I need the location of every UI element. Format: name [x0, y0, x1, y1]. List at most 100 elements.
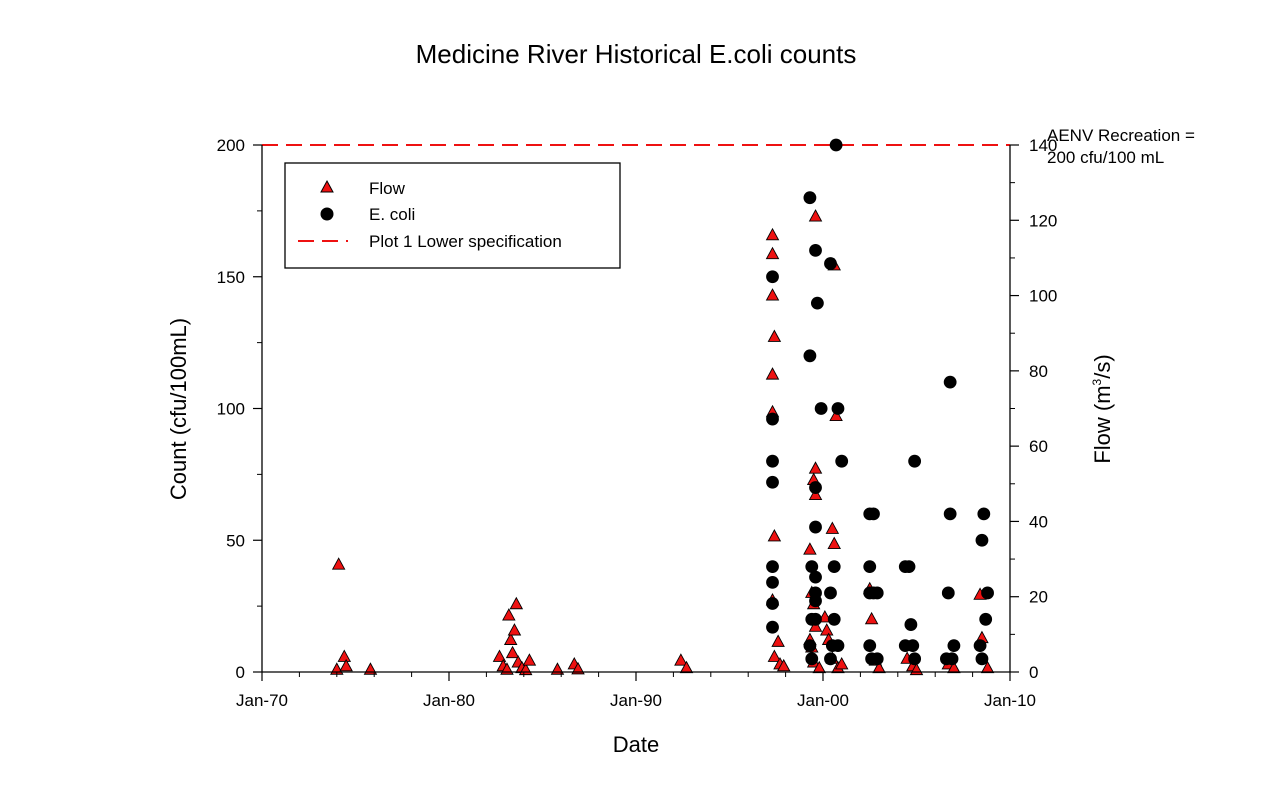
flow-point — [337, 649, 352, 662]
y2-tick-label: 80 — [1029, 362, 1048, 381]
flow-point — [571, 661, 585, 675]
x-axis-ticks: Jan-70 Jan-80 Jan-90 Jan-00 Jan-10 — [236, 672, 1036, 710]
y-tick-label: 50 — [226, 531, 245, 550]
y2-tick-label: 60 — [1029, 437, 1048, 456]
legend-flow-marker — [320, 179, 334, 193]
plot-area — [262, 138, 1010, 676]
y-axis-right-ticks: 0 20 40 60 80 100 120 140 — [1010, 136, 1057, 682]
legend: Flow E. coli Plot 1 Lower specification — [284, 162, 621, 269]
ecoli-point — [809, 594, 822, 608]
flow-point — [771, 634, 785, 647]
ecoli-point — [945, 652, 959, 666]
flow-point — [767, 649, 782, 662]
ecoli-point — [908, 652, 922, 666]
ecoli-point — [906, 639, 920, 653]
ecoli-point — [831, 402, 845, 415]
x-tick-label: Jan-00 — [797, 691, 849, 710]
ecoli-point — [805, 652, 819, 666]
flow-point — [492, 649, 507, 662]
flow-point — [834, 657, 849, 670]
y2-tick-label: 20 — [1029, 588, 1048, 607]
flow-point — [507, 623, 522, 636]
flow-point — [776, 658, 791, 672]
ecoli-point — [981, 586, 994, 600]
ecoli-point — [827, 612, 841, 626]
ecoli-point — [829, 138, 843, 152]
flow-point — [812, 660, 827, 674]
ecoli-point — [902, 560, 916, 573]
ecoli-point — [809, 520, 822, 534]
flow-point — [765, 367, 780, 380]
annotation-line-2: 200 cfu/100 mL — [1047, 148, 1164, 167]
ecoli-point — [867, 507, 880, 521]
y2-tick-label: 100 — [1029, 287, 1057, 306]
ecoli-point — [908, 454, 922, 468]
ecoli-point — [809, 612, 822, 626]
y-tick-label: 200 — [217, 136, 245, 155]
ecoli-point — [863, 560, 877, 573]
flow-point — [765, 246, 780, 260]
legend-ecoli-label: E. coli — [369, 205, 415, 224]
ecoli-point — [941, 586, 955, 600]
ecoli-point — [809, 243, 822, 257]
flow-point — [522, 653, 537, 666]
legend-flow-label: Flow — [369, 179, 406, 198]
y2-axis-label-end: /s) — [1090, 354, 1115, 378]
legend-box — [284, 162, 621, 269]
flow-point — [947, 660, 961, 674]
x-axis-label: Date — [613, 732, 659, 757]
annotation-line-1: AENV Recreation = — [1047, 126, 1195, 145]
flow-point — [808, 209, 823, 222]
y-tick-label: 0 — [236, 663, 245, 682]
ecoli-point — [824, 586, 837, 600]
flow-point — [808, 461, 823, 474]
flow-point — [803, 542, 817, 555]
flow-point — [505, 645, 520, 659]
ecoli-point — [766, 620, 779, 634]
flow-point — [872, 660, 886, 674]
y2-tick-label: 0 — [1029, 663, 1038, 682]
x-tick-label: Jan-10 — [984, 691, 1036, 710]
ecoli-point — [766, 475, 779, 489]
flow-point — [509, 596, 524, 610]
ecoli-point — [870, 586, 884, 600]
y-tick-label: 100 — [217, 400, 245, 419]
flow-point — [767, 329, 782, 342]
ecoli-point — [870, 652, 884, 666]
ecoli-point — [803, 191, 817, 205]
ecoli-point — [766, 412, 779, 426]
ecoli-point — [766, 560, 779, 573]
flow-point — [825, 521, 840, 534]
ecoli-point — [975, 652, 989, 666]
ecoli-point — [766, 270, 779, 284]
ecoli-point — [835, 454, 849, 468]
flow-point — [339, 658, 353, 672]
y2-axis-label-sup: 3 — [1090, 378, 1104, 385]
y2-axis-label-main: Flow (m — [1090, 385, 1115, 463]
chart-title: Medicine River Historical E.coli counts — [416, 39, 857, 69]
ecoli-point — [803, 349, 817, 363]
ecoli-point — [824, 257, 837, 270]
x-tick-label: Jan-70 — [236, 691, 288, 710]
y2-tick-label: 40 — [1029, 512, 1048, 531]
flow-point — [808, 487, 823, 501]
ecoli-point — [831, 639, 845, 653]
ecoli-point — [904, 618, 918, 631]
ecoli-point — [827, 560, 841, 573]
flow-point — [765, 227, 780, 241]
ecoli-point — [810, 296, 824, 310]
ecoli-point — [979, 612, 993, 626]
ecoli-point — [943, 507, 957, 521]
ecoli-point — [766, 597, 779, 610]
flow-point — [331, 557, 346, 570]
legend-reference-label: Plot 1 Lower specification — [369, 232, 562, 251]
flow-point — [767, 529, 782, 542]
ecoli-point — [803, 639, 817, 653]
ecoli-point — [973, 639, 987, 653]
y2-tick-label: 120 — [1029, 211, 1057, 230]
ecoli-point — [809, 570, 822, 584]
ecoli-point — [975, 533, 989, 547]
x-tick-label: Jan-90 — [610, 691, 662, 710]
y-tick-label: 150 — [217, 268, 245, 287]
